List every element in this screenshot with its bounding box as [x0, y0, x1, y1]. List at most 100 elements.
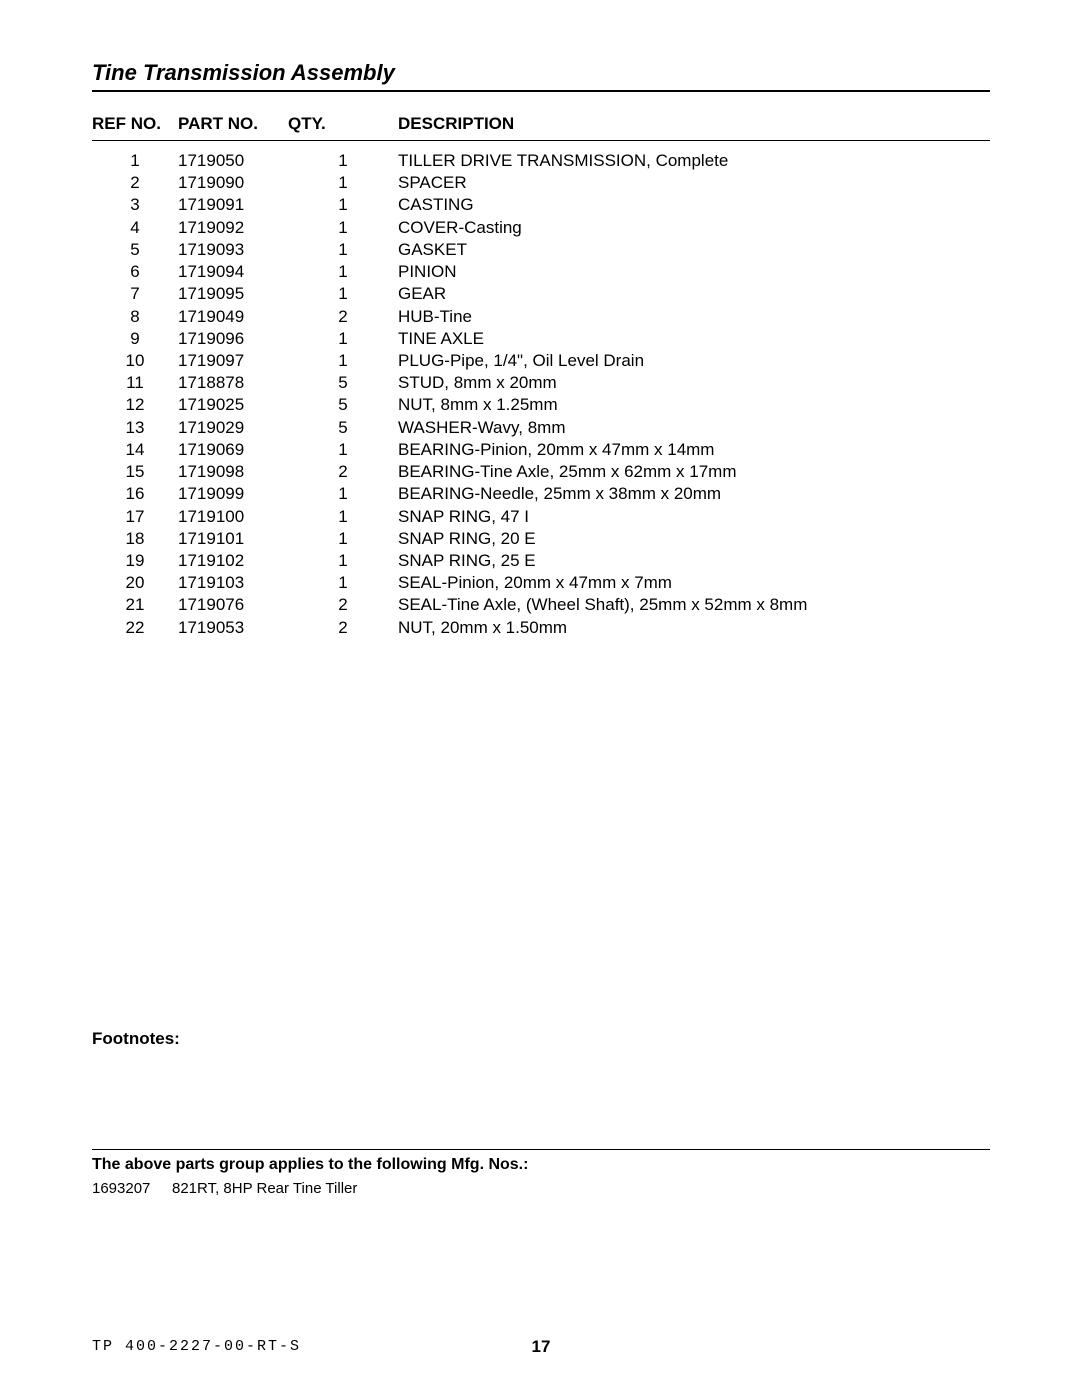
- cell-part: 1719100: [178, 506, 288, 528]
- page-number: 17: [92, 1337, 990, 1357]
- table-row: 917190961TINE AXLE: [92, 328, 990, 350]
- cell-ref: 12: [92, 394, 178, 416]
- cell-ref: 21: [92, 594, 178, 616]
- table-row: 617190941PINION: [92, 261, 990, 283]
- cell-desc: PLUG-Pipe, 1/4", Oil Level Drain: [398, 350, 990, 372]
- col-ref-header: REF NO.: [92, 110, 178, 141]
- cell-desc: NUT, 8mm x 1.25mm: [398, 394, 990, 416]
- cell-qty: 1: [288, 141, 398, 173]
- cell-part: 1719097: [178, 350, 288, 372]
- table-row: 317190911CASTING: [92, 194, 990, 216]
- footnotes-label: Footnotes:: [92, 1029, 990, 1049]
- col-desc-header: DESCRIPTION: [398, 110, 990, 141]
- cell-part: 1719029: [178, 417, 288, 439]
- cell-ref: 6: [92, 261, 178, 283]
- cell-desc: HUB-Tine: [398, 306, 990, 328]
- cell-desc: BEARING-Pinion, 20mm x 47mm x 14mm: [398, 439, 990, 461]
- cell-desc: SEAL-Tine Axle, (Wheel Shaft), 25mm x 52…: [398, 594, 990, 616]
- cell-part: 1719095: [178, 283, 288, 305]
- cell-ref: 15: [92, 461, 178, 483]
- table-row: 1717191001SNAP RING, 47 I: [92, 506, 990, 528]
- cell-desc: BEARING-Tine Axle, 25mm x 62mm x 17mm: [398, 461, 990, 483]
- cell-part: 1719096: [178, 328, 288, 350]
- cell-part: 1719069: [178, 439, 288, 461]
- cell-part: 1719103: [178, 572, 288, 594]
- cell-ref: 22: [92, 617, 178, 639]
- cell-ref: 18: [92, 528, 178, 550]
- page-footer: TP 400-2227-00-RT-S 17: [92, 1337, 990, 1355]
- cell-ref: 9: [92, 328, 178, 350]
- cell-desc: TINE AXLE: [398, 328, 990, 350]
- cell-ref: 1: [92, 141, 178, 173]
- cell-ref: 2: [92, 172, 178, 194]
- cell-part: 1719099: [178, 483, 288, 505]
- cell-ref: 8: [92, 306, 178, 328]
- cell-desc: BEARING-Needle, 25mm x 38mm x 20mm: [398, 483, 990, 505]
- table-row: 1617190991BEARING-Needle, 25mm x 38mm x …: [92, 483, 990, 505]
- table-row: 2117190762SEAL-Tine Axle, (Wheel Shaft),…: [92, 594, 990, 616]
- cell-qty: 2: [288, 617, 398, 639]
- cell-part: 1718878: [178, 372, 288, 394]
- cell-desc: COVER-Casting: [398, 217, 990, 239]
- cell-qty: 1: [288, 350, 398, 372]
- cell-part: 1719093: [178, 239, 288, 261]
- cell-qty: 2: [288, 306, 398, 328]
- cell-part: 1719092: [178, 217, 288, 239]
- cell-part: 1719094: [178, 261, 288, 283]
- parts-table: REF NO. PART NO. QTY. DESCRIPTION 117190…: [92, 110, 990, 639]
- cell-qty: 5: [288, 372, 398, 394]
- cell-ref: 3: [92, 194, 178, 216]
- cell-part: 1719053: [178, 617, 288, 639]
- table-row: 1917191021SNAP RING, 25 E: [92, 550, 990, 572]
- cell-qty: 1: [288, 194, 398, 216]
- cell-ref: 11: [92, 372, 178, 394]
- cell-part: 1719049: [178, 306, 288, 328]
- cell-desc: SNAP RING, 25 E: [398, 550, 990, 572]
- cell-desc: CASTING: [398, 194, 990, 216]
- col-qty-header: QTY.: [288, 110, 398, 141]
- cell-ref: 14: [92, 439, 178, 461]
- table-row: 717190951GEAR: [92, 283, 990, 305]
- section-title: Tine Transmission Assembly: [92, 60, 990, 92]
- cell-desc: SNAP RING, 47 I: [398, 506, 990, 528]
- cell-desc: STUD, 8mm x 20mm: [398, 372, 990, 394]
- mfg-no: 1693207: [92, 1180, 172, 1197]
- cell-part: 1719076: [178, 594, 288, 616]
- mfg-row: 1693207821RT, 8HP Rear Tine Tiller: [92, 1180, 990, 1197]
- cell-qty: 1: [288, 550, 398, 572]
- cell-qty: 5: [288, 394, 398, 416]
- cell-qty: 1: [288, 283, 398, 305]
- table-row: 217190901SPACER: [92, 172, 990, 194]
- header-row: REF NO. PART NO. QTY. DESCRIPTION: [92, 110, 990, 141]
- cell-qty: 1: [288, 261, 398, 283]
- cell-qty: 1: [288, 439, 398, 461]
- cell-qty: 1: [288, 172, 398, 194]
- cell-desc: SEAL-Pinion, 20mm x 47mm x 7mm: [398, 572, 990, 594]
- cell-desc: GEAR: [398, 283, 990, 305]
- cell-qty: 1: [288, 328, 398, 350]
- table-row: 1517190982BEARING-Tine Axle, 25mm x 62mm…: [92, 461, 990, 483]
- cell-ref: 13: [92, 417, 178, 439]
- cell-qty: 5: [288, 417, 398, 439]
- table-row: 1317190295WASHER-Wavy, 8mm: [92, 417, 990, 439]
- cell-desc: SNAP RING, 20 E: [398, 528, 990, 550]
- table-row: 517190931GASKET: [92, 239, 990, 261]
- table-row: 2217190532NUT, 20mm x 1.50mm: [92, 617, 990, 639]
- cell-qty: 1: [288, 506, 398, 528]
- cell-qty: 1: [288, 572, 398, 594]
- cell-qty: 2: [288, 461, 398, 483]
- table-row: 417190921COVER-Casting: [92, 217, 990, 239]
- cell-desc: SPACER: [398, 172, 990, 194]
- cell-qty: 1: [288, 217, 398, 239]
- cell-ref: 7: [92, 283, 178, 305]
- cell-desc: PINION: [398, 261, 990, 283]
- cell-ref: 5: [92, 239, 178, 261]
- cell-qty: 2: [288, 594, 398, 616]
- cell-part: 1719091: [178, 194, 288, 216]
- cell-desc: WASHER-Wavy, 8mm: [398, 417, 990, 439]
- cell-qty: 1: [288, 528, 398, 550]
- cell-ref: 16: [92, 483, 178, 505]
- cell-part: 1719098: [178, 461, 288, 483]
- table-row: 1117188785STUD, 8mm x 20mm: [92, 372, 990, 394]
- mfg-rule: [92, 1149, 990, 1150]
